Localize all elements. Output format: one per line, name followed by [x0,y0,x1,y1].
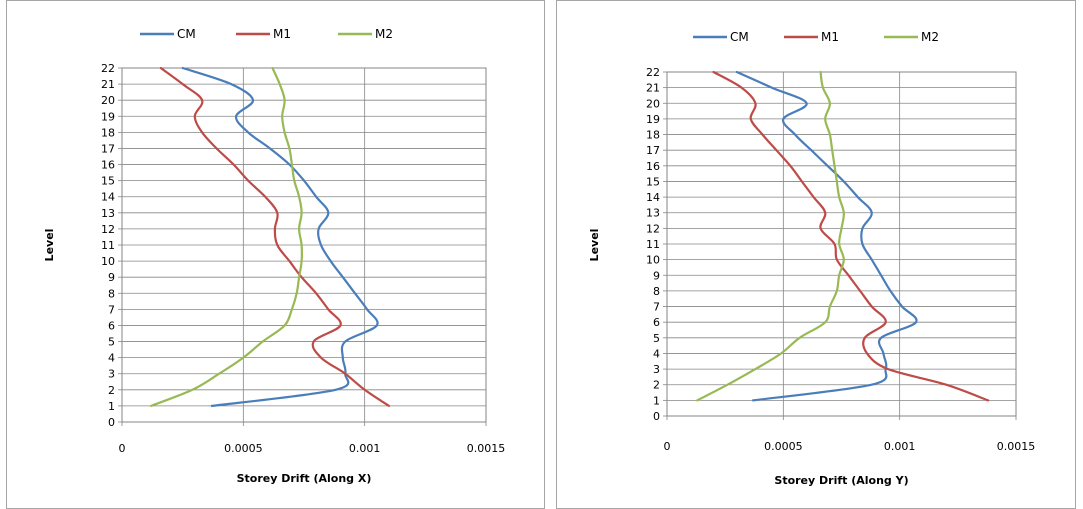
y-tick-label: 1 [108,400,115,413]
y-tick-label: 21 [646,82,660,95]
y-tick-label: 7 [653,301,660,314]
x-tick-label: 0 [119,442,126,455]
x-tick-label: 0.001 [884,440,916,453]
series-line-cm [181,66,379,407]
y-tick-label: 6 [653,316,660,329]
y-tick-label: 4 [653,347,660,360]
y-tick-label: 13 [646,207,660,220]
x-tick-label: 0 [664,440,671,453]
y-tick-label: 1 [653,394,660,407]
y-tick-label: 14 [646,191,660,204]
y-tick-label: 18 [646,129,660,142]
y-tick-label: 12 [101,223,115,236]
series-line-m1 [712,70,990,402]
x-tick-label: 0.0015 [997,440,1036,453]
x-tick-label: 0.0015 [467,442,506,455]
y-axis-title: Level [588,229,601,262]
y-tick-label: 15 [646,175,660,188]
y-axis-title: Level [43,229,56,262]
y-tick-label: 18 [101,126,115,139]
y-tick-label: 14 [101,191,115,204]
x-axis-title: Storey Drift (Along X) [237,472,372,485]
legend-label-m2: M2 [921,30,939,44]
y-tick-label: 5 [653,332,660,345]
y-tick-label: 6 [108,319,115,332]
legend-label-cm: CM [730,30,749,44]
x-tick-label: 0.0005 [764,440,803,453]
y-tick-label: 4 [108,352,115,365]
y-tick-label: 8 [108,287,115,300]
y-tick-label: 11 [101,239,115,252]
y-tick-label: 9 [108,271,115,284]
legend-label-m1: M1 [273,27,291,41]
y-tick-label: 21 [101,78,115,91]
y-tick-label: 20 [101,94,115,107]
y-tick-label: 10 [101,255,115,268]
y-tick-label: 11 [646,238,660,251]
y-tick-label: 8 [653,285,660,298]
y-tick-label: 16 [101,159,115,172]
y-tick-label: 22 [101,62,115,75]
y-tick-label: 15 [101,175,115,188]
y-tick-label: 12 [646,222,660,235]
y-tick-label: 22 [646,66,660,79]
y-tick-label: 5 [108,336,115,349]
y-tick-label: 20 [646,97,660,110]
y-tick-label: 2 [108,384,115,397]
y-tick-label: 0 [653,410,660,423]
series-line-cm [735,70,918,402]
y-tick-label: 0 [108,416,115,429]
y-tick-label: 2 [653,379,660,392]
x-tick-label: 0.0005 [224,442,263,455]
y-tick-label: 7 [108,303,115,316]
y-tick-label: 19 [101,110,115,123]
chart-panel-x: 0 1 2 3 4 5 6 7 8 9 10 11 12 13 14 15 16 17 18 19 20 21 22 0 0.0… [6,0,545,509]
y-tick-label: 17 [101,142,115,155]
y-tick-label: 3 [653,363,660,376]
y-tick-label: 3 [108,368,115,381]
chart-panel-y: 0 1 2 3 4 5 6 7 8 9 10 11 12 13 14 15 16 17 18 19 20 21 22 0 0.0… [556,0,1076,509]
series-line-m2 [150,66,303,407]
x-axis-title: Storey Drift (Along Y) [774,474,908,487]
x-tick-label: 0.001 [349,442,381,455]
legend-label-m1: M1 [821,30,839,44]
legend-label-m2: M2 [375,27,393,41]
y-tick-label: 17 [646,144,660,157]
y-tick-label: 10 [646,254,660,267]
series-line-m1 [159,66,390,407]
legend-label-cm: CM [177,27,196,41]
series-line-m2 [696,70,845,402]
y-tick-label: 9 [653,269,660,282]
y-tick-label: 19 [646,113,660,126]
y-tick-label: 16 [646,160,660,173]
y-tick-label: 13 [101,207,115,220]
